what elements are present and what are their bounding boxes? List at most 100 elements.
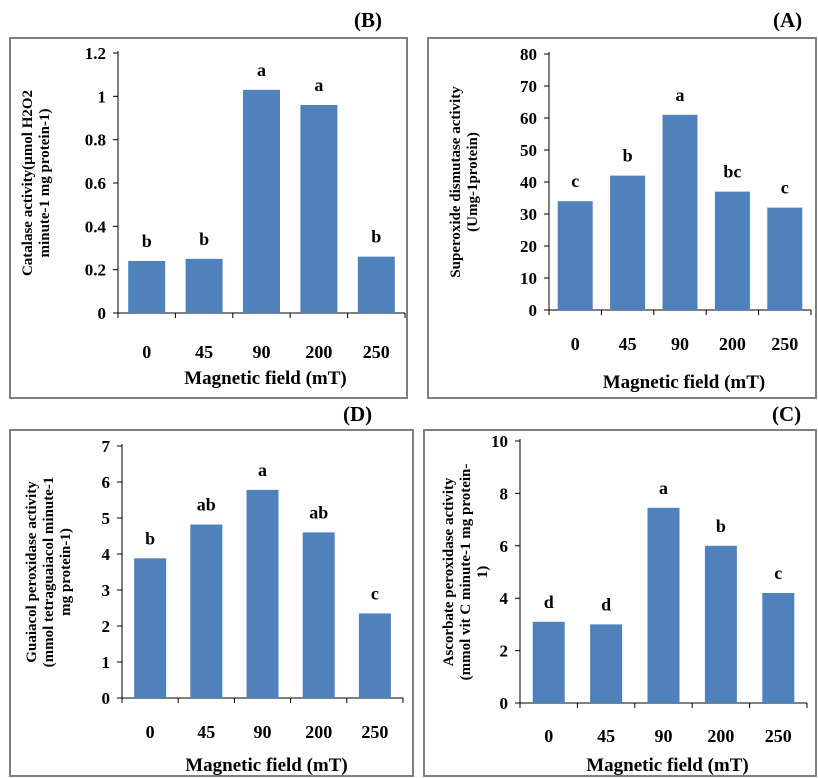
y-axis-label-c: Ascorbate peroxidase activity(mmol vit C… <box>441 464 491 681</box>
bar-c-90 <box>647 507 680 703</box>
bar-letter-d-250: c <box>371 583 379 603</box>
x-tick-label-b: 200 <box>305 342 332 362</box>
y-tick-label-b: 0.4 <box>85 217 107 236</box>
chart-frame-d <box>9 429 414 777</box>
x-tick-label-a: 0 <box>571 334 580 354</box>
x-axis-label-d: Magnetic field (mT) <box>185 755 348 776</box>
y-tick-label-d: 0 <box>102 689 111 708</box>
y-tick-label-b: 0.2 <box>85 261 106 280</box>
bar-letter-d-90: a <box>258 460 267 480</box>
bar-letter-b-90: a <box>257 60 266 80</box>
y-tick-label-c: 8 <box>500 484 509 503</box>
y-tick-label-d: 3 <box>102 581 111 600</box>
bar-letter-c-45: d <box>601 594 611 614</box>
chart-frame-b <box>9 37 408 399</box>
y-axis-label-line: minute-1 mg protein-1) <box>37 109 53 258</box>
chart-frame-a <box>427 37 817 399</box>
y-tick-label-c: 0 <box>500 694 509 713</box>
panel-label-d: (D) <box>343 402 373 426</box>
bar-b-45 <box>185 258 223 313</box>
y-tick-label-b: 0 <box>98 304 107 323</box>
x-tick-label-a: 200 <box>719 334 746 354</box>
bar-c-0 <box>532 621 565 703</box>
bar-letter-b-250: b <box>371 227 381 247</box>
bar-letter-a-45: b <box>623 146 633 166</box>
y-tick-label-d: 1 <box>102 653 111 672</box>
x-axis-label-c: Magnetic field (mT) <box>586 755 749 776</box>
y-axis-label-line: mg protein-1) <box>58 528 74 616</box>
x-tick-label-c: 250 <box>765 726 792 746</box>
x-tick-label-a: 45 <box>619 334 637 354</box>
x-tick-label-c: 200 <box>707 726 734 746</box>
y-axis-label-line: (Umg-1protein) <box>465 132 481 232</box>
panel-label-b: (B) <box>354 8 382 32</box>
y-tick-label-d: 2 <box>102 617 111 636</box>
bar-d-90 <box>246 489 279 698</box>
bar-letter-d-45: ab <box>197 494 216 514</box>
y-tick-label-d: 4 <box>102 545 111 564</box>
bar-a-90 <box>662 114 698 310</box>
bar-a-45 <box>610 175 646 310</box>
y-axis-label-line: Superoxide dismutase activity <box>448 86 464 278</box>
bar-letter-b-200: a <box>314 75 323 95</box>
y-tick-label-d: 6 <box>102 473 111 492</box>
y-axis-label-line: (mmol tetraguaiacol minute-1 <box>41 477 57 668</box>
y-tick-label-a: 70 <box>520 77 537 96</box>
x-tick-label-a: 90 <box>671 334 689 354</box>
panel-label-c: (C) <box>772 402 802 426</box>
x-tick-label-b: 45 <box>195 342 213 362</box>
bar-letter-a-90: a <box>676 85 685 105</box>
x-tick-label-d: 200 <box>305 722 332 742</box>
bar-letter-c-250: c <box>774 563 782 583</box>
y-tick-label-c: 6 <box>500 537 509 556</box>
bar-b-0 <box>128 261 166 313</box>
x-tick-label-b: 90 <box>253 342 271 362</box>
y-tick-label-a: 60 <box>520 109 537 128</box>
y-axis-label-line: Guaiacol peroxidase activity <box>24 481 40 663</box>
x-tick-label-b: 0 <box>142 342 151 362</box>
y-axis-label-line: Ascorbate peroxidase activity <box>441 477 457 666</box>
y-tick-label-a: 10 <box>520 269 537 288</box>
x-tick-label-a: 250 <box>771 334 798 354</box>
bar-d-250 <box>358 613 391 698</box>
bar-letter-c-90: a <box>659 478 668 498</box>
y-tick-label-d: 5 <box>102 509 111 528</box>
bar-letter-b-0: b <box>142 231 152 251</box>
y-axis-label-b: Catalase activity(µmol H2O2minute-1 mg p… <box>20 90 53 276</box>
x-axis-label-a: Magnetic field (mT) <box>603 372 766 393</box>
y-tick-label-a: 80 <box>520 45 537 64</box>
bar-c-200 <box>704 545 737 703</box>
bar-a-0 <box>557 201 593 310</box>
y-axis-label-line: 1) <box>475 566 491 579</box>
chart-frame-c <box>423 429 817 777</box>
x-tick-label-d: 250 <box>361 722 388 742</box>
bar-c-45 <box>590 624 623 703</box>
y-tick-label-d: 7 <box>102 437 111 456</box>
x-tick-label-d: 90 <box>254 722 272 742</box>
y-tick-label-b: 1 <box>98 87 107 106</box>
bar-d-45 <box>190 524 223 698</box>
bar-b-200 <box>300 105 338 313</box>
bar-letter-b-45: b <box>199 229 209 249</box>
y-axis-label-a: Superoxide dismutase activity(Umg-1prote… <box>448 86 481 278</box>
y-axis-label-d: Guaiacol peroxidase activity(mmol tetrag… <box>24 477 74 668</box>
y-tick-label-a: 20 <box>520 237 537 256</box>
bar-c-250 <box>762 592 795 703</box>
bar-letter-a-250: c <box>781 178 789 198</box>
y-tick-label-b: 0.8 <box>85 131 106 150</box>
bar-letter-c-0: d <box>544 592 554 612</box>
bar-d-200 <box>302 532 335 698</box>
x-tick-label-d: 0 <box>146 722 155 742</box>
y-tick-label-a: 30 <box>520 205 537 224</box>
panel-label-a: (A) <box>773 8 803 32</box>
bar-a-200 <box>714 191 750 310</box>
x-tick-label-c: 45 <box>597 726 615 746</box>
bar-letter-a-0: c <box>571 171 579 191</box>
x-tick-label-d: 45 <box>197 722 215 742</box>
y-tick-label-a: 50 <box>520 141 537 160</box>
y-tick-label-b: 0.6 <box>85 174 106 193</box>
bar-b-90 <box>243 89 280 313</box>
y-tick-label-c: 4 <box>500 589 509 608</box>
x-tick-label-c: 90 <box>655 726 673 746</box>
bar-d-0 <box>134 558 167 698</box>
